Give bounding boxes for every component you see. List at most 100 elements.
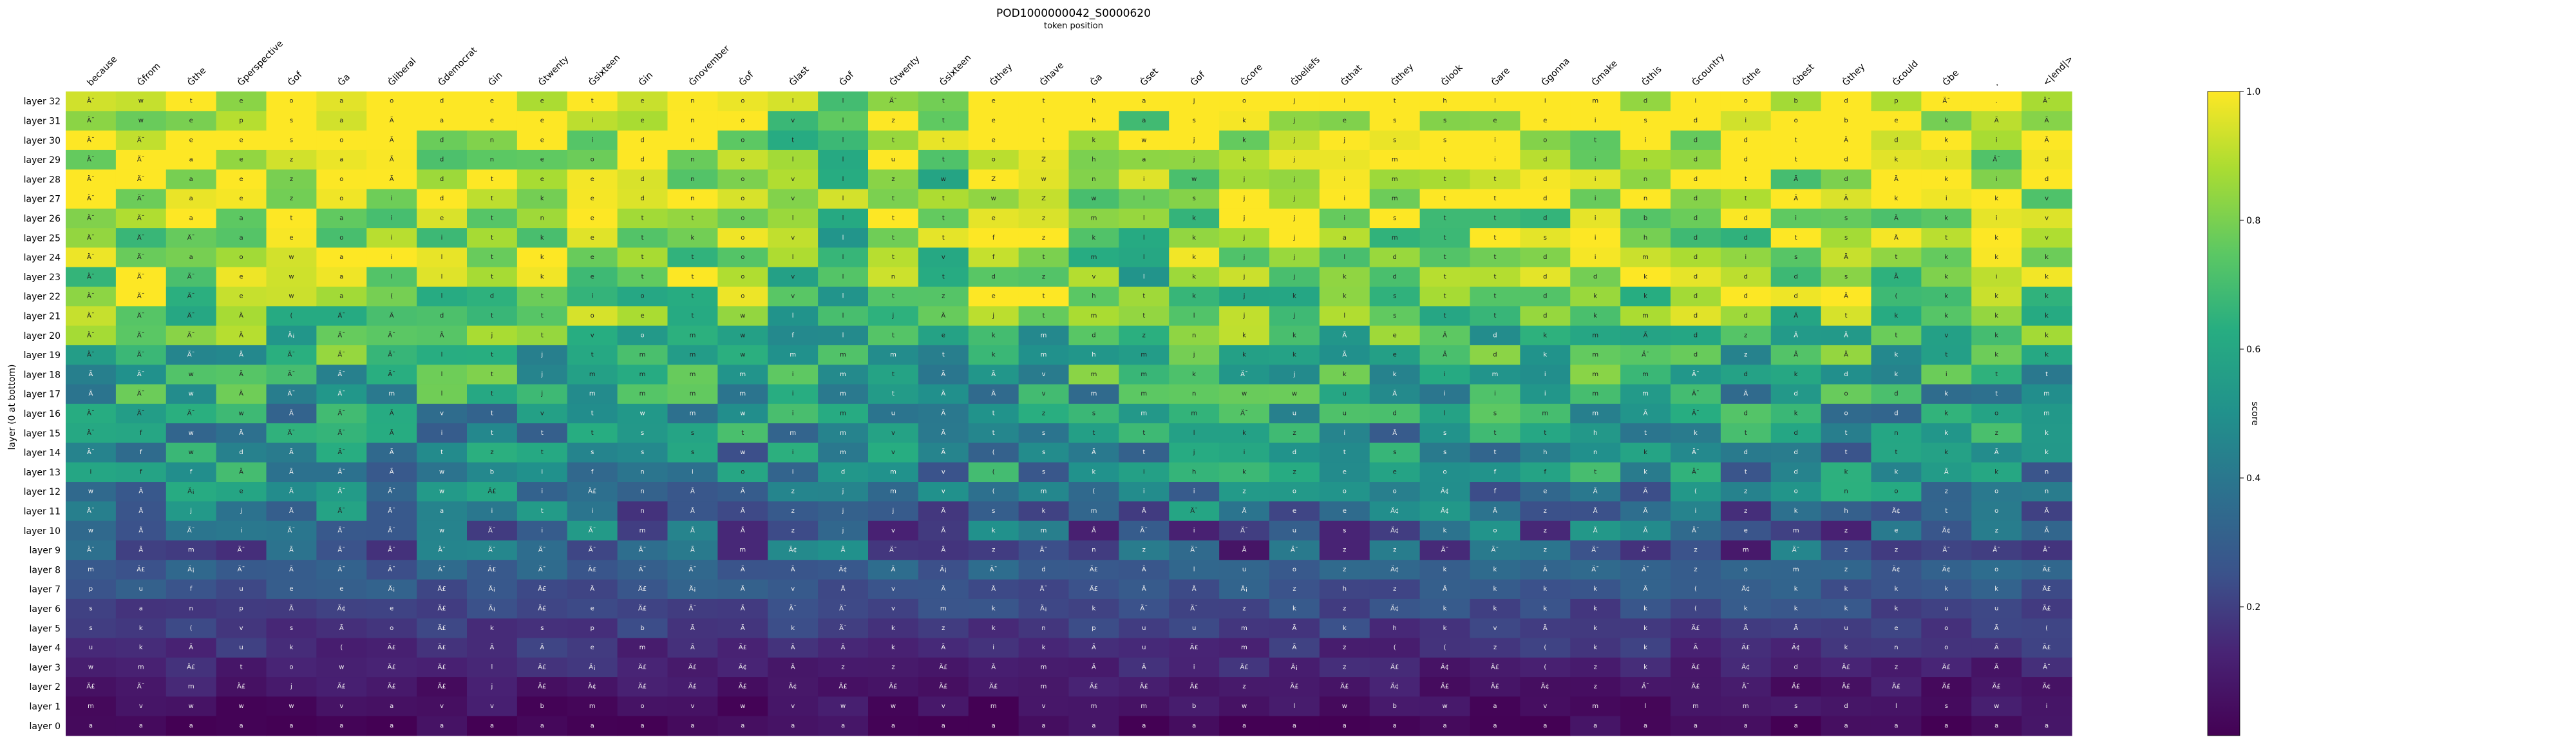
heatmap-cell: [768, 208, 819, 229]
heatmap-cell: [818, 111, 869, 131]
cell-label: t: [1444, 293, 1446, 300]
x-tick-label: Ġcountry: [1689, 51, 1727, 88]
cell-label: e: [942, 332, 945, 339]
heatmap-cell: [868, 325, 919, 346]
cell-label: l: [441, 254, 443, 261]
cell-label: m: [1692, 703, 1699, 710]
cell-label: t: [1444, 176, 1446, 183]
cell-label: Ä£: [1190, 643, 1198, 651]
cell-label: t: [1444, 215, 1446, 222]
cell-label: t: [1493, 312, 1496, 320]
heatmap-cell: [1720, 228, 1772, 249]
cell-label: t: [491, 176, 493, 183]
heatmap-cell: [1921, 111, 1972, 131]
heatmap-cell: [567, 149, 618, 170]
cell-label: z: [1744, 332, 1747, 339]
cell-label: v: [942, 488, 945, 495]
x-tick-label: Ġbeliefs: [1288, 54, 1322, 88]
cell-label: v: [891, 430, 895, 437]
cell-label: z: [1242, 683, 1245, 691]
heatmap-cell: [868, 345, 919, 365]
cell-label: u: [1192, 625, 1196, 632]
x-tick-label: Ġsixteen: [586, 52, 623, 88]
cell-label: Ä¯: [87, 350, 95, 359]
cell-label: o: [1994, 410, 1998, 417]
heatmap-cell: [1720, 149, 1772, 170]
heatmap-cell: [1018, 149, 1070, 170]
cell-label: z: [942, 625, 945, 632]
heatmap-cell: [66, 267, 117, 287]
cell-label: t: [992, 410, 995, 417]
heatmap-cell: [115, 267, 167, 287]
cell-label: Ä£: [889, 682, 897, 691]
cell-label: Ã: [390, 428, 394, 437]
heatmap-cell: [66, 247, 117, 268]
cell-label: a: [1844, 722, 1848, 729]
cell-label: s: [641, 430, 644, 437]
cell-label: t: [1745, 176, 1747, 183]
cell-label: w: [289, 293, 294, 300]
heatmap-cell: [1419, 267, 1471, 287]
cell-label: k: [1944, 254, 1948, 261]
cell-label: s: [290, 137, 293, 144]
heatmap-cell: [567, 169, 618, 190]
heatmap-cell: [66, 189, 117, 209]
cell-label: Ã: [289, 448, 294, 456]
y-tick-label: layer 10: [24, 526, 61, 537]
heatmap-cell: [1369, 247, 1421, 268]
cell-label: l: [842, 273, 844, 280]
cell-label: m: [1041, 488, 1047, 495]
cell-label: i: [391, 215, 393, 222]
heatmap-cell: [115, 208, 167, 229]
heatmap-cell: [918, 149, 969, 170]
heatmap-cell: [1369, 267, 1421, 287]
cell-label: m: [890, 488, 896, 495]
cell-label: s: [1343, 527, 1346, 534]
cell-label: Ä£: [388, 682, 396, 691]
heatmap-cell: [2022, 111, 2072, 131]
cell-label: o: [741, 234, 744, 242]
cell-label: t: [691, 254, 694, 261]
heatmap-cell: [567, 189, 618, 209]
cell-label: t: [240, 663, 243, 671]
cell-label: Ä¢: [789, 546, 797, 554]
cell-label: Ä¯: [288, 350, 296, 359]
cell-label: a: [1142, 117, 1146, 124]
heatmap-cell: [1119, 247, 1170, 268]
cell-label: Ä¡: [689, 584, 696, 593]
cell-label: u: [1293, 527, 1296, 534]
heatmap-cell: [1018, 208, 1070, 229]
heatmap-cell: [617, 365, 668, 385]
heatmap-cell: [115, 189, 167, 209]
heatmap-cell: [1419, 287, 1471, 307]
cell-label: Ã: [841, 584, 846, 593]
cell-label: o: [741, 137, 744, 144]
cell-label: k: [1543, 586, 1547, 593]
cell-label: t: [1444, 234, 1446, 242]
heatmap-cell: [717, 208, 768, 229]
cell-label: n: [189, 606, 193, 613]
cell-label: Ä¯: [1692, 467, 1700, 475]
cell-label: k: [1293, 332, 1296, 339]
heatmap-cell: [1319, 111, 1370, 131]
cell-label: Ã: [841, 643, 846, 651]
cell-label: o: [741, 215, 744, 222]
cell-label: i: [792, 449, 794, 456]
cell-label: Ä¢: [1741, 662, 1750, 671]
cell-label: Ä¯: [87, 135, 95, 144]
cell-label: e: [992, 98, 996, 105]
cell-label: j: [491, 332, 493, 339]
cell-label: l: [1343, 254, 1345, 261]
cell-label: Ã: [1794, 194, 1798, 202]
heatmap-cell: [516, 149, 568, 170]
cell-label: t: [691, 215, 694, 222]
cell-label: k: [1242, 352, 1246, 359]
heatmap-cell: [1419, 325, 1471, 346]
cell-label: z: [1142, 332, 1146, 339]
cell-label: k: [1293, 606, 1296, 613]
cell-label: p: [591, 625, 594, 632]
cell-label: k: [1443, 566, 1447, 573]
heatmap-cell: [667, 325, 718, 346]
cell-label: o: [741, 157, 744, 164]
cell-label: p: [239, 606, 243, 613]
